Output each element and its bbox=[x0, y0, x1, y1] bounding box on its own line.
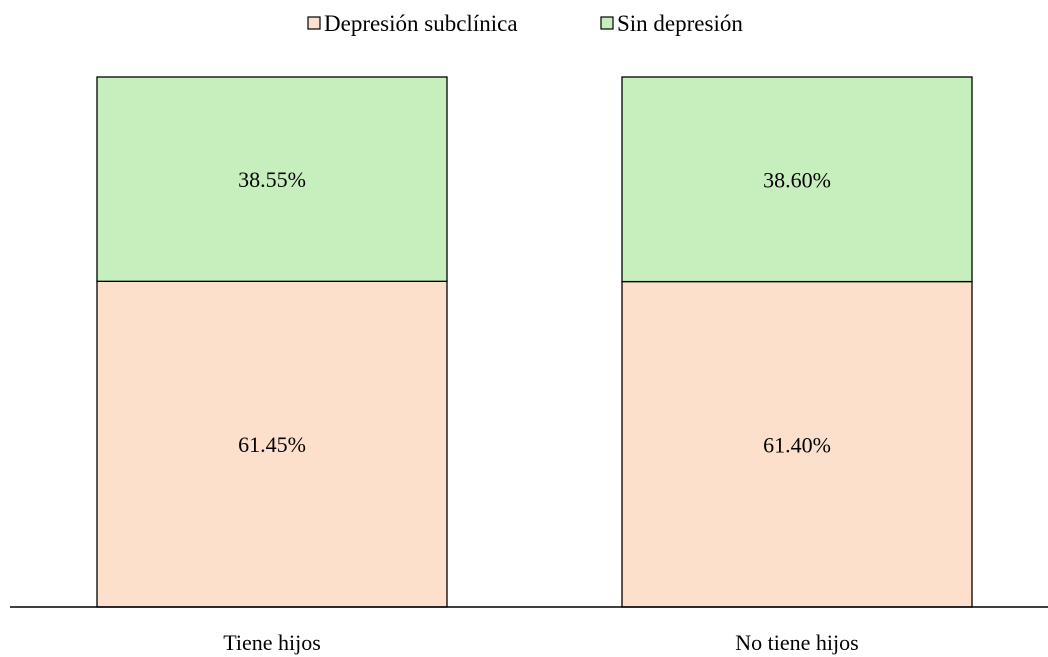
bar-segment bbox=[621, 76, 973, 283]
x-tick-labels: Tiene hijos No tiene hijos bbox=[223, 630, 859, 655]
bars: 61.45% 38.55% 61.40% 38.60% bbox=[96, 76, 973, 608]
bar-segment bbox=[96, 280, 448, 608]
data-label: 61.40% bbox=[763, 432, 831, 457]
x-tick-label: Tiene hijos bbox=[223, 630, 321, 655]
legend-label: Sin depresión bbox=[617, 11, 743, 36]
data-label: 38.60% bbox=[763, 167, 831, 192]
data-label: 61.45% bbox=[238, 432, 306, 457]
legend-swatch bbox=[307, 16, 321, 30]
data-label: 38.55% bbox=[238, 167, 306, 192]
legend-swatch bbox=[600, 16, 614, 30]
bar-segment bbox=[96, 76, 448, 282]
legend-label: Depresión subclínica bbox=[324, 11, 518, 36]
legend: Depresión subclínica Sin depresión bbox=[307, 11, 743, 36]
x-tick-label: No tiene hijos bbox=[735, 630, 858, 655]
